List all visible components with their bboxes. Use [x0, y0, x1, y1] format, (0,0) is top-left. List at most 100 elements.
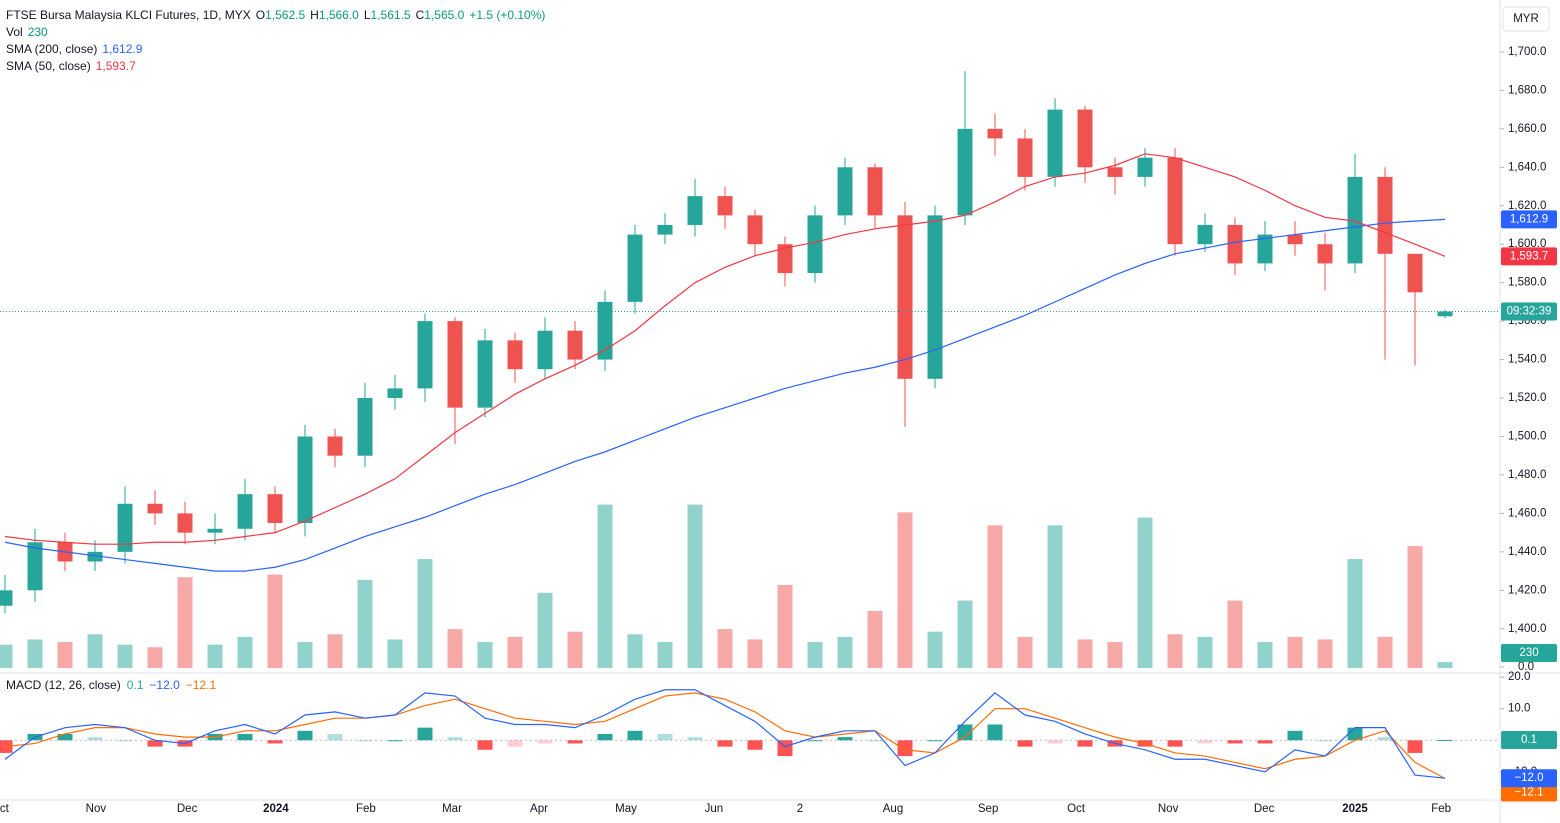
sma-line	[4, 153, 1446, 545]
candle-body	[777, 244, 793, 274]
candle-body	[717, 196, 733, 216]
volume-bar	[897, 512, 913, 668]
volume-bar	[1377, 636, 1393, 668]
volume-bar	[477, 642, 493, 668]
candle-body	[1377, 176, 1393, 254]
candle-body	[507, 340, 523, 370]
candle-body	[1407, 253, 1423, 293]
symbol-title: FTSE Bursa Malaysia KLCI Futures, 1D, MY…	[6, 8, 251, 22]
countdown-badge: 09:32:39	[1507, 306, 1552, 318]
candle-body	[747, 215, 763, 245]
volume-bar	[627, 634, 643, 668]
x-tick-label: Feb	[356, 803, 376, 815]
macd-value: −12.0	[149, 678, 180, 692]
volume-bar	[387, 639, 403, 668]
sma-line	[4, 218, 1446, 572]
volume-bar	[777, 585, 793, 668]
volume-bar	[957, 600, 973, 668]
macd-histogram-bar	[87, 737, 103, 741]
macd-name: MACD (12, 26, close)	[6, 678, 121, 692]
volume-bar	[507, 636, 523, 668]
candle-body	[297, 436, 313, 524]
candle-body	[657, 224, 673, 235]
signal-badge: −12.1	[1514, 787, 1543, 799]
volume-bar	[87, 634, 103, 668]
x-tick-label: 2025	[1342, 803, 1368, 815]
volume-bar	[1167, 634, 1183, 668]
volume-bar	[807, 642, 823, 668]
ohlc-value: 1,562.5	[265, 8, 305, 22]
macd-hist-value: 0.1	[127, 678, 144, 692]
macd-histogram-bar	[237, 733, 253, 741]
macd-histogram-bar	[537, 740, 553, 744]
candle-body	[537, 330, 553, 370]
macd-histogram-bar	[1017, 740, 1033, 747]
volume-bar	[657, 642, 673, 668]
sma-value: 1,612.9	[102, 42, 142, 56]
candle-body	[117, 503, 133, 552]
candle-body	[177, 513, 193, 533]
y-tick-label: 1,640.0	[1508, 161, 1546, 173]
currency-box[interactable]	[1502, 6, 1550, 32]
x-tick-label: Nov	[86, 803, 107, 815]
candle-body	[1227, 224, 1243, 264]
candle-body	[1197, 224, 1213, 245]
macd-histogram-bar	[597, 733, 613, 741]
macd-histogram-bar	[267, 740, 283, 744]
macd-line	[4, 689, 1446, 779]
volume-bar	[0, 644, 13, 668]
volume-badge-bg	[1501, 644, 1557, 663]
volume-bar	[1227, 600, 1243, 668]
macd-histogram-bar	[897, 740, 913, 757]
y-tick-label: 1,680.0	[1508, 84, 1546, 96]
candle-body	[1257, 234, 1273, 264]
macd-histogram-bar	[147, 740, 163, 747]
macd-badge-bg	[1501, 769, 1557, 788]
volume-bar	[447, 629, 463, 668]
candle-body	[1437, 311, 1453, 317]
macd-histogram-bar	[447, 737, 463, 741]
ohlc-value: 1,561.5	[371, 8, 411, 22]
volume-bar	[1077, 639, 1093, 668]
volume-bar	[837, 636, 853, 668]
candle-body	[1107, 167, 1123, 177]
candle-body	[207, 528, 223, 533]
signal-badge-bg	[1501, 783, 1557, 802]
macd-tick-label: 20.0	[1508, 671, 1530, 683]
volume-bar	[177, 577, 193, 668]
candle-body	[447, 321, 463, 408]
volume-bar	[117, 644, 133, 668]
candle-body	[27, 542, 43, 591]
volume-bar	[867, 610, 883, 668]
y-tick-label: 1,500.0	[1508, 431, 1546, 443]
x-tick-label: Feb	[1431, 803, 1451, 815]
x-tick-label: Oct	[1067, 803, 1086, 815]
y-tick-label: 1,660.0	[1508, 123, 1546, 135]
y-tick-label: 1,700.0	[1508, 46, 1546, 58]
candle-body	[147, 503, 163, 514]
signal-line	[4, 692, 1446, 780]
y-tick-label: 1,460.0	[1508, 507, 1546, 519]
candle-body	[1317, 244, 1333, 264]
candle-body	[1137, 157, 1153, 177]
candle-body	[1047, 109, 1063, 177]
macd-histogram-bar	[657, 733, 673, 741]
ohlc-value: 1,565.0	[424, 8, 464, 22]
ohlc-value: 1,566.0	[319, 8, 359, 22]
macd-histogram-bar	[1407, 740, 1423, 753]
candle-body	[237, 494, 253, 529]
volume-bar	[267, 574, 283, 668]
sma-badge: 1,593.7	[1510, 250, 1548, 262]
candle-body	[267, 494, 283, 524]
macd-tick-label: 10.0	[1508, 703, 1530, 715]
volume-bar	[237, 636, 253, 668]
candle-body	[327, 436, 343, 456]
volume-value: 230	[28, 25, 48, 39]
legend-main: FTSE Bursa Malaysia KLCI Futures, 1D, MY…	[6, 8, 545, 22]
volume-bar	[207, 644, 223, 668]
macd-histogram-bar	[297, 730, 313, 741]
signal-value: −12.1	[186, 678, 217, 692]
